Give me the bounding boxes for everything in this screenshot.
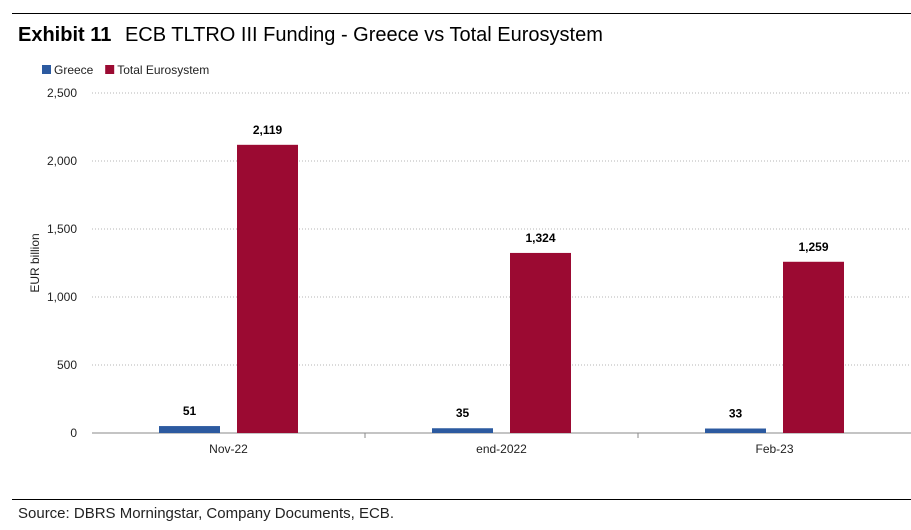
exhibit-number: Exhibit 11	[18, 24, 112, 46]
data-label: 1,259	[798, 240, 828, 254]
y-tick-label: 1,000	[47, 290, 77, 304]
data-label: 1,324	[525, 231, 555, 245]
y-tick-label: 2,500	[47, 86, 77, 100]
bar-greece	[159, 426, 220, 433]
bar-total-eurosystem	[510, 252, 571, 433]
data-label: 33	[729, 407, 743, 421]
exhibit-title: Exhibit 11 ECB TLTRO III Funding - Greec…	[18, 24, 603, 47]
bar-greece	[705, 428, 766, 433]
legend-swatch	[42, 65, 51, 74]
data-label: 51	[183, 404, 197, 418]
y-tick-label: 1,500	[47, 222, 77, 236]
y-tick-label: 0	[70, 426, 77, 440]
x-tick-label: end-2022	[476, 442, 527, 456]
legend-label: Greece	[54, 63, 94, 77]
y-axis-label: EUR billion	[28, 233, 42, 292]
top-rule	[12, 13, 911, 14]
y-tick-label: 2,000	[47, 154, 77, 168]
legend-swatch	[105, 65, 115, 74]
bar-total-eurosystem	[237, 144, 298, 433]
bar-greece	[432, 428, 493, 433]
data-label: 2,119	[253, 123, 283, 137]
x-tick-label: Feb-23	[755, 442, 793, 456]
bar-chart: 0 500 1,000 1,500 2,000 2,500 EUR billion Nov-2…	[28, 63, 911, 456]
source-note: Source: DBRS Morningstar, Company Docume…	[18, 505, 394, 522]
bottom-rule	[12, 499, 911, 500]
bar-total-eurosystem	[783, 261, 844, 433]
page-title: ECB TLTRO III Funding - Greece vs Total …	[124, 24, 603, 46]
y-tick-label: 500	[57, 358, 77, 372]
legend-label: Total Eurosystem	[117, 63, 209, 77]
x-tick-label: Nov-22	[209, 442, 248, 456]
data-label: 35	[456, 406, 470, 420]
